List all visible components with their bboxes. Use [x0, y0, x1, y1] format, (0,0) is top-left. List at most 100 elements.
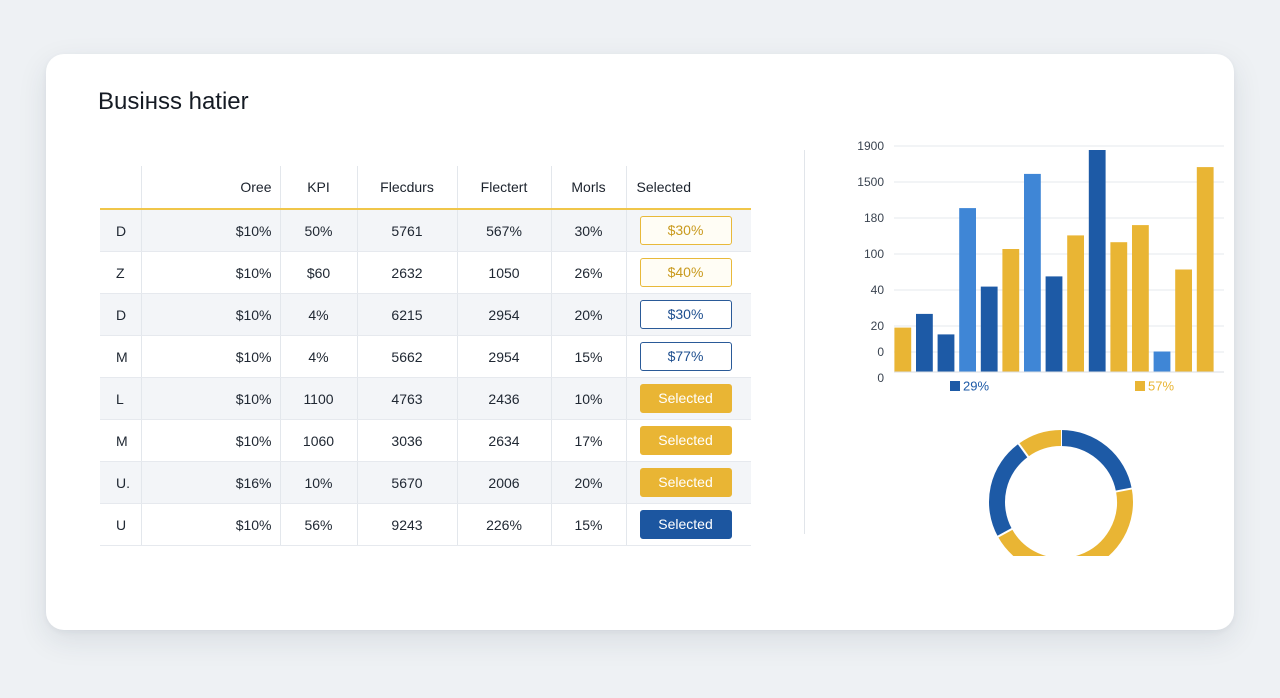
selected-badge-button[interactable]: $77%	[639, 342, 732, 371]
cell-col4: 2954	[456, 335, 551, 378]
legend-label: 29%	[963, 379, 989, 394]
bar[interactable]	[1067, 235, 1084, 372]
row-label: U	[100, 503, 141, 546]
cell-col5: 20%	[550, 461, 626, 504]
cell-col5: 10%	[550, 377, 626, 420]
cell-col4: 2436	[456, 377, 551, 420]
dashboard-card: Busінss hatier Oree KPI Flecdurs Flecter…	[46, 54, 1234, 630]
column-header-kpi[interactable]: KPI	[279, 166, 357, 210]
table-row[interactable]: D $10% 50% 5761 567% 30% $30%	[100, 209, 751, 252]
table-row[interactable]: U. $16% 10% 5670 2006 20% Selected	[100, 461, 751, 504]
column-header-label	[100, 166, 141, 210]
table-header-row: Oree KPI Flecdurs Flectert Morls Selecte…	[100, 166, 751, 210]
cell-kpi: 1060	[279, 419, 357, 462]
cell-col4: 567%	[456, 209, 551, 252]
cell-kpi: 10%	[279, 461, 357, 504]
cell-orders: $10%	[140, 377, 280, 420]
cell-orders: $10%	[140, 503, 280, 546]
donut-chart: 29% 57%	[950, 379, 1174, 556]
bar[interactable]	[1153, 351, 1171, 373]
cell-col4: 2006	[456, 461, 551, 504]
donut-slice[interactable]	[997, 488, 1133, 556]
cell-kpi: 50%	[279, 209, 357, 252]
bar[interactable]	[916, 313, 933, 372]
column-header-col5[interactable]: Morls	[550, 166, 626, 210]
panel-divider	[804, 150, 805, 534]
column-header-col4[interactable]: Flectert	[456, 166, 551, 210]
cell-col5: 20%	[550, 293, 626, 336]
y-tick-label: 100	[864, 247, 884, 261]
cell-selected: $77%	[625, 335, 751, 378]
cell-col5: 26%	[550, 251, 626, 294]
cell-kpi: 56%	[279, 503, 357, 546]
bar[interactable]	[1088, 150, 1106, 372]
cell-orders: $10%	[140, 419, 280, 462]
bar[interactable]	[1196, 167, 1214, 372]
cell-selected: Selected	[625, 461, 751, 504]
row-label: U.	[100, 461, 141, 504]
cell-col5: 15%	[550, 335, 626, 378]
column-header-orders[interactable]: Oree	[140, 166, 280, 210]
cell-col3: 5662	[356, 335, 457, 378]
cell-col3: 9243	[356, 503, 457, 546]
selected-badge-button[interactable]: Selected	[639, 510, 732, 539]
cell-orders: $16%	[140, 461, 280, 504]
bar[interactable]	[1024, 173, 1041, 372]
bar[interactable]	[980, 286, 998, 372]
row-label: D	[100, 293, 141, 336]
table-row[interactable]: U $10% 56% 9243 226% 15% Selected	[100, 503, 751, 546]
donut-slice[interactable]	[1060, 430, 1132, 492]
bar[interactable]	[1110, 242, 1128, 372]
table-row[interactable]: Z $10% $60 2632 1050 26% $40%	[100, 251, 751, 294]
legend-swatch	[1135, 381, 1145, 391]
donut-slice[interactable]	[989, 443, 1029, 537]
cell-selected: Selected	[625, 377, 751, 420]
selected-badge-button[interactable]: Selected	[639, 468, 732, 497]
cell-col4: 2634	[456, 419, 551, 462]
y-tick-label: 180	[864, 211, 884, 225]
cell-col5: 30%	[550, 209, 626, 252]
page-title: Busінss hatier	[98, 88, 249, 115]
cell-kpi: 4%	[279, 293, 357, 336]
column-header-selected[interactable]: Selected	[625, 166, 751, 210]
table-row[interactable]: M $10% 1060 3036 2634 17% Selected	[100, 419, 751, 462]
selected-badge-button[interactable]: $30%	[639, 300, 732, 329]
column-header-col3[interactable]: Flecdurs	[356, 166, 457, 210]
cell-col3: 5761	[356, 209, 457, 252]
cell-selected: Selected	[625, 419, 751, 462]
bar[interactable]	[1132, 225, 1149, 372]
table-row[interactable]: M $10% 4% 5662 2954 15% $77%	[100, 335, 751, 378]
selected-badge-button[interactable]: Selected	[639, 426, 732, 455]
bar[interactable]	[1045, 276, 1063, 372]
y-tick-label: 40	[871, 283, 885, 297]
selected-badge-button[interactable]: Selected	[639, 384, 732, 413]
bar[interactable]	[1002, 249, 1020, 372]
cell-col3: 5670	[356, 461, 457, 504]
bar[interactable]	[937, 334, 955, 372]
selected-badge-button[interactable]: $30%	[639, 216, 732, 245]
cell-selected: $40%	[625, 251, 751, 294]
table-row[interactable]: L $10% 1100 4763 2436 10% Selected	[100, 377, 751, 420]
bar[interactable]	[894, 327, 912, 372]
bar-chart: 1900 1500 180 100 40 20 0 0	[857, 139, 1224, 385]
legend-label: 57%	[1148, 379, 1174, 394]
row-label: D	[100, 209, 141, 252]
cell-kpi: 1100	[279, 377, 357, 420]
y-tick-label: 0	[877, 345, 884, 359]
y-tick-label: 1500	[857, 175, 884, 189]
cell-kpi: $60	[279, 251, 357, 294]
cell-col5: 17%	[550, 419, 626, 462]
cell-col3: 4763	[356, 377, 457, 420]
row-label: M	[100, 419, 141, 462]
cell-orders: $10%	[140, 209, 280, 252]
cell-orders: $10%	[140, 293, 280, 336]
cell-col3: 2632	[356, 251, 457, 294]
cell-col4: 1050	[456, 251, 551, 294]
table-row[interactable]: D $10% 4% 6215 2954 20% $30%	[100, 293, 751, 336]
bar[interactable]	[1175, 269, 1192, 373]
donut-slice[interactable]	[1018, 430, 1062, 457]
legend-swatch	[950, 381, 960, 391]
cell-selected: Selected	[625, 503, 751, 546]
bar[interactable]	[959, 208, 976, 372]
selected-badge-button[interactable]: $40%	[639, 258, 732, 287]
